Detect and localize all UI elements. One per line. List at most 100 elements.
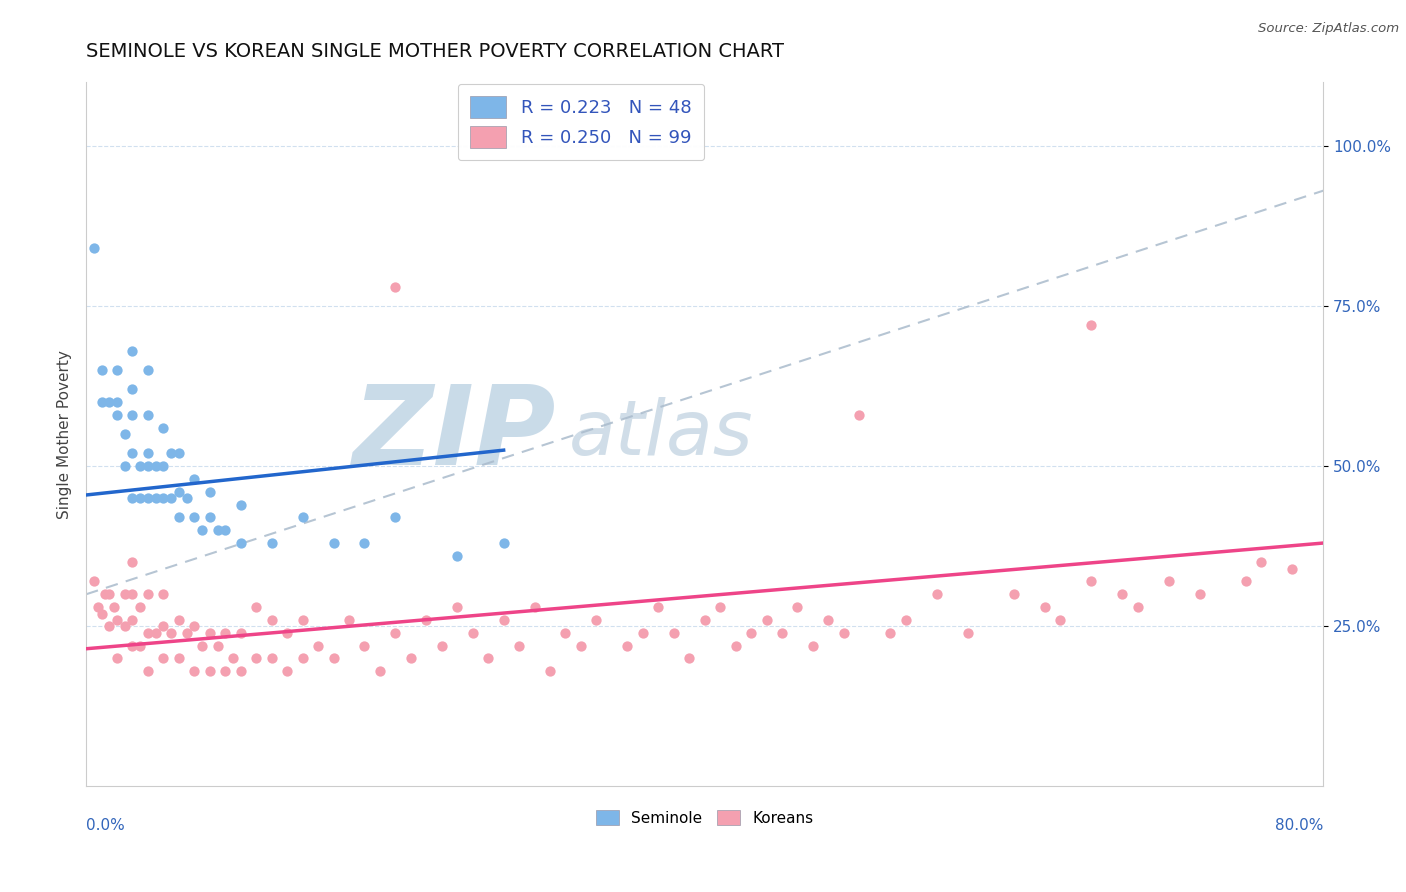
- Point: [121, 408, 143, 422]
- Point: [740, 625, 762, 640]
- Point: [121, 613, 143, 627]
- Point: [245, 600, 267, 615]
- Point: [83, 241, 105, 255]
- Point: [554, 625, 576, 640]
- Point: [152, 459, 174, 474]
- Point: [160, 491, 183, 506]
- Point: [1002, 587, 1025, 601]
- Point: [121, 382, 143, 396]
- Point: [198, 510, 221, 524]
- Point: [276, 664, 298, 678]
- Point: [1080, 318, 1102, 333]
- Point: [167, 613, 190, 627]
- Point: [1080, 574, 1102, 589]
- Point: [415, 613, 437, 627]
- Point: [430, 639, 453, 653]
- Point: [229, 536, 252, 550]
- Point: [152, 491, 174, 506]
- Point: [129, 459, 152, 474]
- Point: [631, 625, 654, 640]
- Point: [291, 651, 314, 665]
- Point: [129, 491, 152, 506]
- Point: [121, 446, 143, 460]
- Point: [446, 600, 468, 615]
- Point: [229, 664, 252, 678]
- Point: [152, 421, 174, 435]
- Point: [121, 587, 143, 601]
- Point: [136, 459, 159, 474]
- Point: [214, 664, 236, 678]
- Point: [477, 651, 499, 665]
- Point: [1281, 562, 1303, 576]
- Text: ZIP: ZIP: [353, 381, 557, 488]
- Point: [90, 607, 112, 621]
- Point: [198, 664, 221, 678]
- Point: [183, 510, 205, 524]
- Point: [207, 523, 229, 537]
- Point: [569, 639, 592, 653]
- Point: [353, 536, 375, 550]
- Point: [98, 395, 121, 409]
- Point: [1157, 574, 1180, 589]
- Point: [956, 625, 979, 640]
- Point: [160, 625, 183, 640]
- Point: [260, 613, 283, 627]
- Point: [93, 587, 115, 601]
- Point: [276, 625, 298, 640]
- Point: [368, 664, 391, 678]
- Point: [229, 498, 252, 512]
- Point: [260, 651, 283, 665]
- Text: 80.0%: 80.0%: [1275, 818, 1323, 833]
- Point: [136, 625, 159, 640]
- Point: [105, 363, 128, 377]
- Point: [260, 536, 283, 550]
- Point: [90, 395, 112, 409]
- Point: [291, 510, 314, 524]
- Point: [616, 639, 638, 653]
- Point: [198, 484, 221, 499]
- Point: [167, 484, 190, 499]
- Point: [176, 491, 198, 506]
- Point: [384, 510, 406, 524]
- Text: Source: ZipAtlas.com: Source: ZipAtlas.com: [1258, 22, 1399, 36]
- Point: [337, 613, 360, 627]
- Point: [167, 510, 190, 524]
- Point: [145, 459, 167, 474]
- Point: [322, 536, 344, 550]
- Point: [114, 619, 136, 633]
- Point: [925, 587, 948, 601]
- Point: [136, 446, 159, 460]
- Point: [136, 664, 159, 678]
- Point: [801, 639, 824, 653]
- Text: atlas: atlas: [568, 397, 754, 471]
- Point: [709, 600, 731, 615]
- Point: [384, 279, 406, 293]
- Point: [129, 600, 152, 615]
- Point: [832, 625, 855, 640]
- Point: [152, 587, 174, 601]
- Point: [399, 651, 422, 665]
- Point: [103, 600, 125, 615]
- Point: [198, 625, 221, 640]
- Point: [105, 395, 128, 409]
- Point: [90, 363, 112, 377]
- Point: [894, 613, 917, 627]
- Point: [152, 619, 174, 633]
- Point: [114, 427, 136, 442]
- Point: [724, 639, 747, 653]
- Point: [848, 408, 870, 422]
- Point: [129, 639, 152, 653]
- Point: [585, 613, 607, 627]
- Point: [160, 446, 183, 460]
- Point: [121, 491, 143, 506]
- Point: [136, 408, 159, 422]
- Point: [105, 651, 128, 665]
- Point: [245, 651, 267, 665]
- Point: [786, 600, 808, 615]
- Point: [136, 491, 159, 506]
- Point: [167, 651, 190, 665]
- Point: [191, 523, 214, 537]
- Point: [307, 639, 329, 653]
- Point: [1126, 600, 1149, 615]
- Point: [1111, 587, 1133, 601]
